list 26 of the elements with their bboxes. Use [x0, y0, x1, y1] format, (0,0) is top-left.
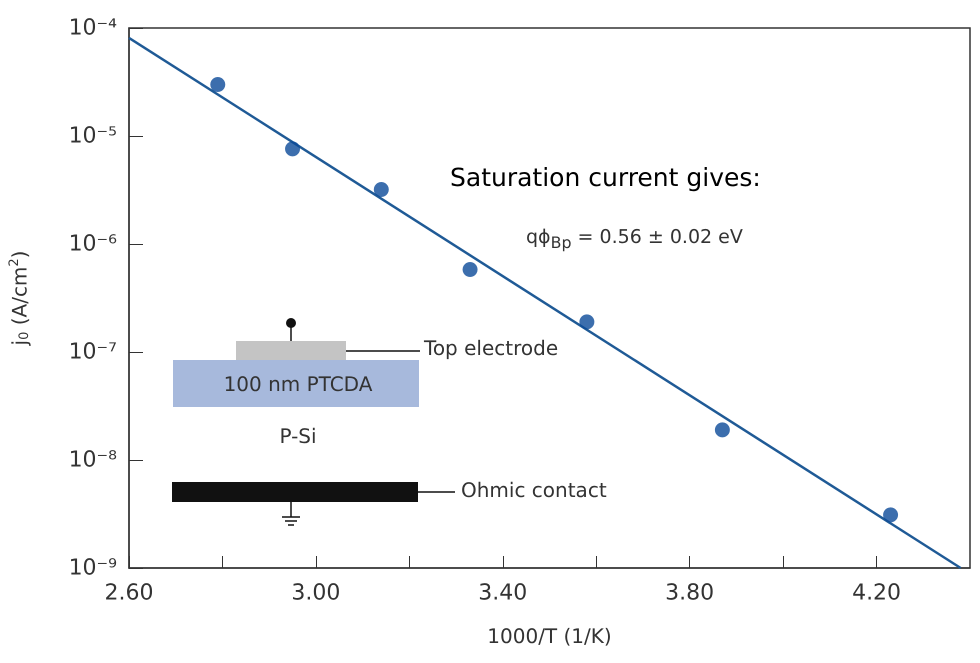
- annotation: 100 nm PTCDA: [222, 372, 374, 396]
- annotation: Top electrode: [424, 336, 558, 360]
- y-tick-label: 10⁻⁸: [68, 448, 118, 472]
- annotation: Saturation current gives:: [450, 163, 761, 193]
- point: [285, 141, 300, 156]
- point: [210, 76, 226, 92]
- y-tick-label: 10⁻⁵: [68, 124, 117, 148]
- y-tick-label: 10⁻⁹: [68, 556, 117, 580]
- point: [714, 422, 730, 438]
- x-tick-label: 4.20: [852, 580, 902, 606]
- x-tick-label: 3.40: [478, 580, 528, 606]
- point: [579, 314, 594, 330]
- point: [462, 262, 478, 278]
- y-tick-label: 10⁻⁴: [68, 16, 118, 40]
- y-axis-title: j0 (A/cm2): [7, 250, 32, 346]
- y-tick-label: 10⁻⁷: [68, 340, 117, 364]
- annotation: qϕ$_{Bp}$ = 0.56 ± 0.02 eV: [526, 226, 743, 252]
- x-tick-label: 2.60: [104, 580, 154, 606]
- y-tick-label: 10⁻⁶: [68, 232, 118, 256]
- point: [883, 507, 898, 522]
- x-tick-label: 3.80: [665, 580, 714, 606]
- point: [374, 182, 389, 197]
- annotation: P-Si: [278, 424, 318, 448]
- x-axis-title: 1000/T (1/K): [487, 624, 612, 648]
- x-tick-label: 3.00: [291, 580, 340, 606]
- annotation: Ohmic contact: [461, 478, 607, 502]
